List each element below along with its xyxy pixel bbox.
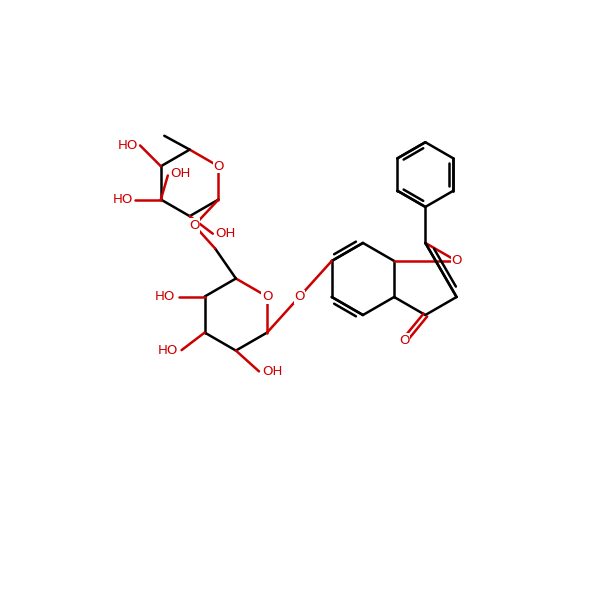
Text: HO: HO [113,193,133,206]
Text: O: O [451,254,462,268]
Text: O: O [294,290,305,303]
Text: OH: OH [215,227,235,240]
Text: O: O [262,290,272,303]
Text: HO: HO [118,139,138,152]
Text: O: O [189,219,200,232]
Text: HO: HO [158,344,178,356]
Text: OH: OH [263,365,283,378]
Text: HO: HO [155,290,176,303]
Text: O: O [213,160,224,173]
Text: O: O [400,334,410,347]
Text: OH: OH [170,167,190,179]
